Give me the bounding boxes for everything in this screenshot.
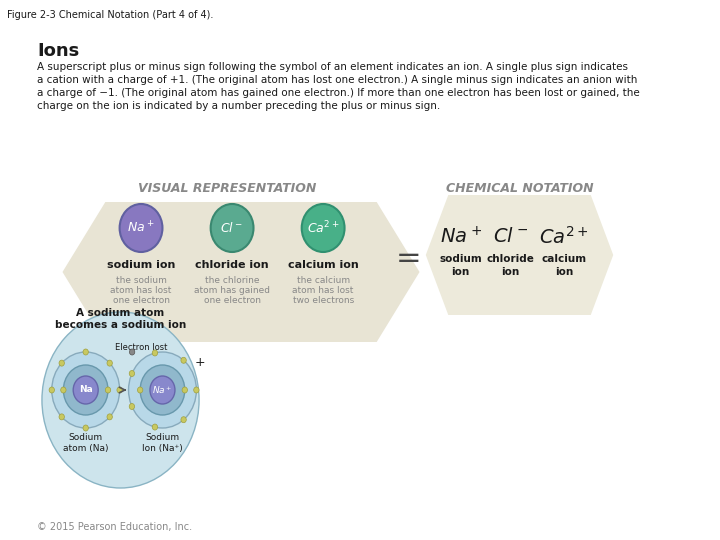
Circle shape <box>120 204 163 252</box>
Text: VISUAL REPRESENTATION: VISUAL REPRESENTATION <box>138 182 317 195</box>
Circle shape <box>73 376 98 404</box>
Circle shape <box>129 352 197 428</box>
Circle shape <box>182 387 187 393</box>
Circle shape <box>302 204 345 252</box>
Circle shape <box>42 312 199 488</box>
Text: $Cl^-$: $Cl^-$ <box>493 227 528 246</box>
Text: atom has lost: atom has lost <box>292 286 354 295</box>
Text: $Cl^-$: $Cl^-$ <box>220 221 244 235</box>
Text: Na: Na <box>78 386 93 395</box>
Text: $Na^+$: $Na^+$ <box>439 226 482 248</box>
Text: chloride ion: chloride ion <box>195 260 269 270</box>
Text: A sodium atom
becomes a sodium ion: A sodium atom becomes a sodium ion <box>55 308 186 330</box>
Polygon shape <box>426 195 613 315</box>
Text: atom has gained: atom has gained <box>194 286 270 295</box>
Circle shape <box>129 370 135 376</box>
Circle shape <box>181 357 186 363</box>
Text: calcium ion: calcium ion <box>288 260 359 270</box>
Circle shape <box>140 365 185 415</box>
Text: charge on the ion is indicated by a number preceding the plus or minus sign.: charge on the ion is indicated by a numb… <box>37 101 441 111</box>
Polygon shape <box>63 202 420 342</box>
Text: the calcium: the calcium <box>297 276 350 285</box>
Circle shape <box>107 414 112 420</box>
Text: $Na^+$: $Na^+$ <box>152 384 173 396</box>
Circle shape <box>150 376 175 404</box>
Circle shape <box>138 387 143 393</box>
Text: atom has lost: atom has lost <box>110 286 172 295</box>
Text: the sodium: the sodium <box>116 276 166 285</box>
Circle shape <box>60 387 66 393</box>
Circle shape <box>130 349 135 355</box>
Circle shape <box>181 417 186 423</box>
Circle shape <box>49 387 55 393</box>
Text: one electron: one electron <box>112 296 169 305</box>
Circle shape <box>63 365 108 415</box>
Text: Electron lost: Electron lost <box>115 343 167 352</box>
Text: two electrons: two electrons <box>292 296 354 305</box>
Text: Ions: Ions <box>37 42 80 60</box>
Circle shape <box>105 387 111 393</box>
Text: +: + <box>194 355 205 368</box>
Text: Sodium
Ion (Na⁺): Sodium Ion (Na⁺) <box>142 433 183 453</box>
Text: $Ca^{2+}$: $Ca^{2+}$ <box>539 226 589 248</box>
Circle shape <box>52 352 120 428</box>
Text: © 2015 Pearson Education, Inc.: © 2015 Pearson Education, Inc. <box>37 522 193 532</box>
Text: a charge of −1. (The original atom has gained one electron.) If more than one el: a charge of −1. (The original atom has g… <box>37 88 640 98</box>
Text: one electron: one electron <box>204 296 261 305</box>
Circle shape <box>152 424 158 430</box>
Text: $Na^+$: $Na^+$ <box>127 220 155 235</box>
Text: =: = <box>396 244 422 273</box>
Circle shape <box>83 425 89 431</box>
Text: Sodium
atom (Na): Sodium atom (Na) <box>63 433 109 453</box>
Text: the chlorine: the chlorine <box>204 276 259 285</box>
Text: $Ca^{2+}$: $Ca^{2+}$ <box>307 220 339 237</box>
Circle shape <box>194 387 199 393</box>
Circle shape <box>211 204 253 252</box>
Text: sodium
ion: sodium ion <box>439 254 482 277</box>
Circle shape <box>129 403 135 409</box>
Text: a cation with a charge of +1. (The original atom has lost one electron.) A singl: a cation with a charge of +1. (The origi… <box>37 75 638 85</box>
Text: chloride
ion: chloride ion <box>487 254 534 277</box>
Circle shape <box>59 414 64 420</box>
Circle shape <box>107 360 112 366</box>
Text: calcium
ion: calcium ion <box>541 254 587 277</box>
Circle shape <box>152 350 158 356</box>
Circle shape <box>83 349 89 355</box>
Circle shape <box>117 387 122 393</box>
Text: sodium ion: sodium ion <box>107 260 175 270</box>
Circle shape <box>59 360 64 366</box>
Text: A superscript plus or minus sign following the symbol of an element indicates an: A superscript plus or minus sign followi… <box>37 62 629 72</box>
Text: CHEMICAL NOTATION: CHEMICAL NOTATION <box>446 182 593 195</box>
Text: Figure 2-3 Chemical Notation (Part 4 of 4).: Figure 2-3 Chemical Notation (Part 4 of … <box>7 10 214 20</box>
